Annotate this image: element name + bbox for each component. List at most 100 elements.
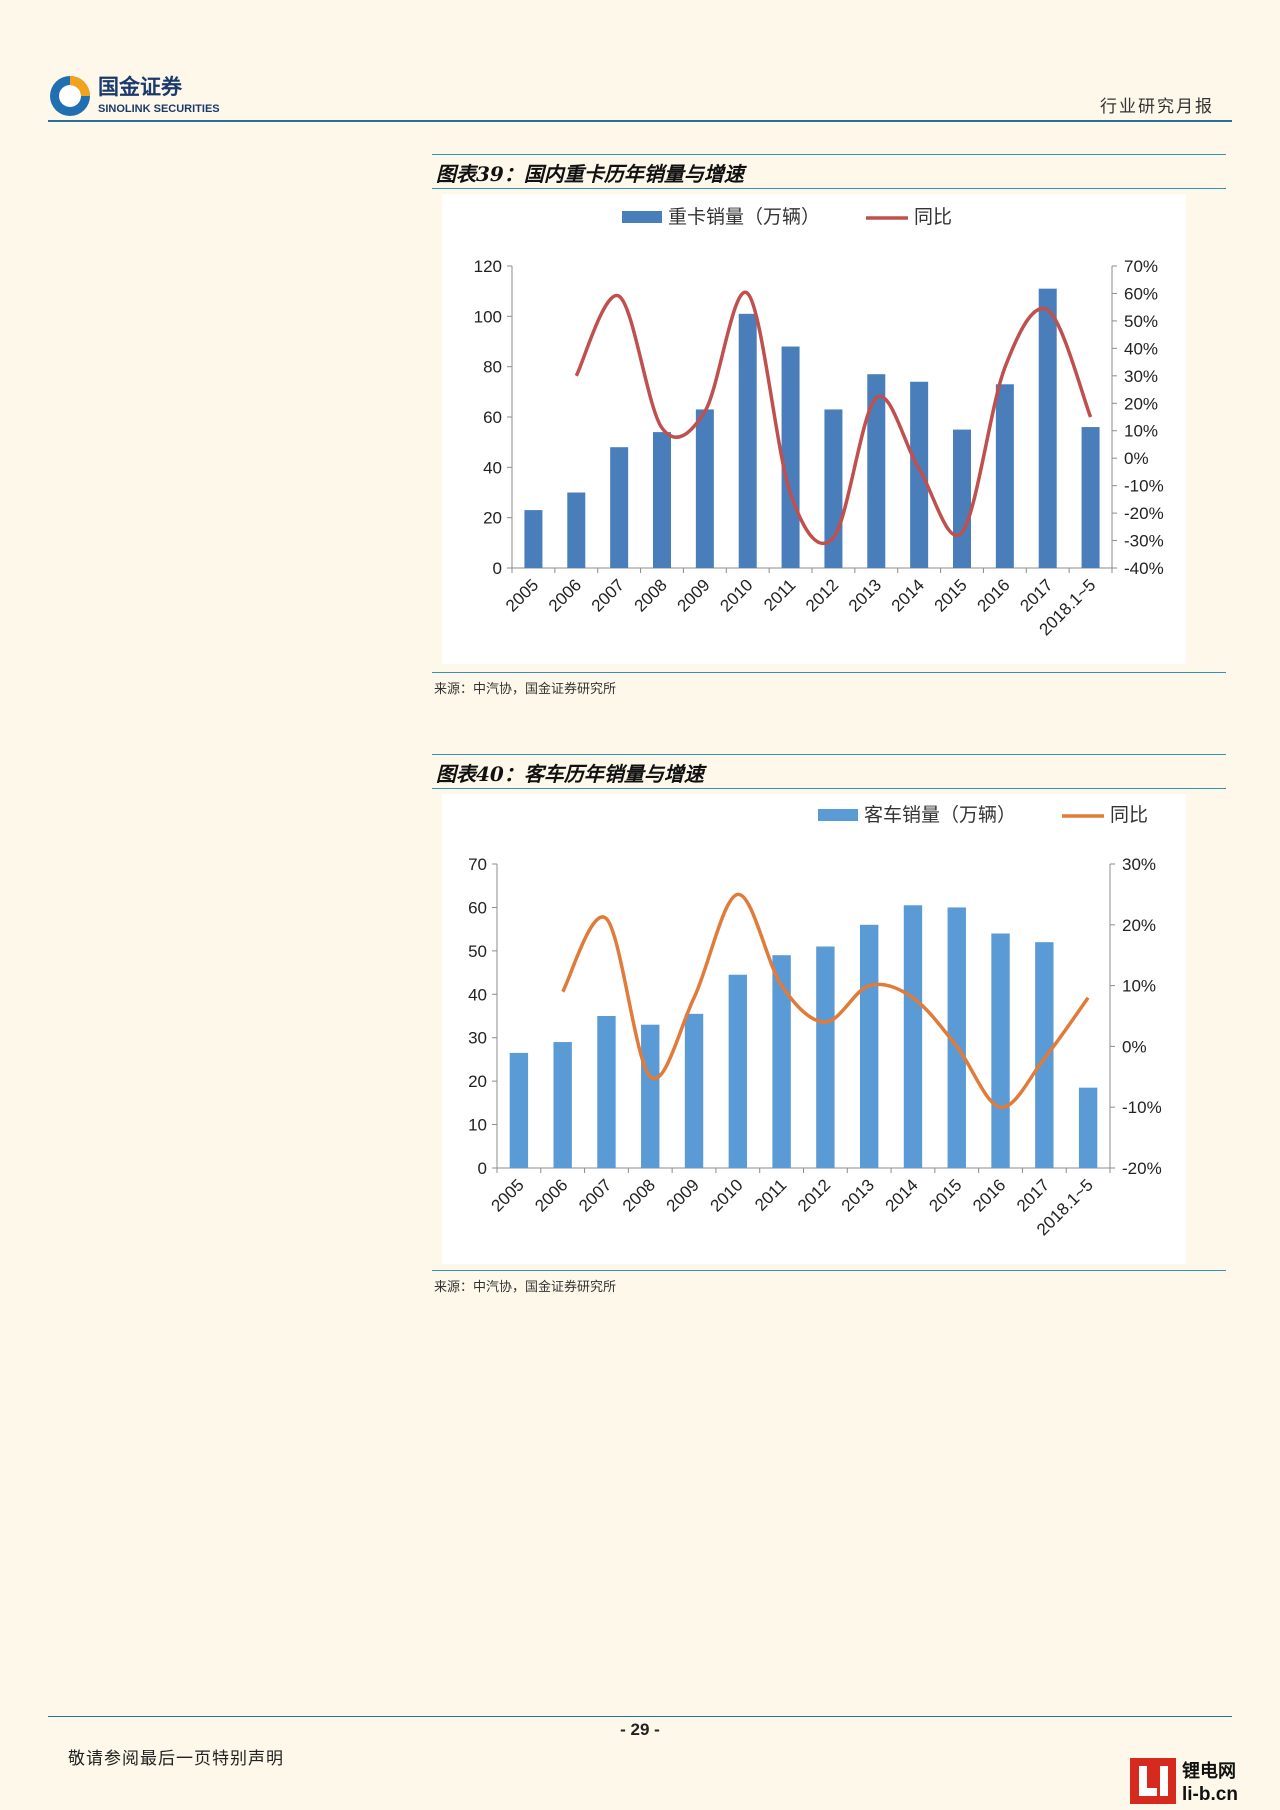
bar-2008 bbox=[641, 1024, 660, 1168]
x-axis-category-label: 2013 bbox=[838, 1175, 878, 1215]
bar-2009 bbox=[695, 409, 714, 568]
left-axis-tick-label: 50 bbox=[468, 942, 487, 961]
bar-2006 bbox=[553, 1042, 572, 1168]
right-axis-tick-label: 30% bbox=[1124, 367, 1158, 386]
x-axis-category-label: 2015 bbox=[931, 575, 971, 615]
x-axis-category-label: 2011 bbox=[751, 1175, 790, 1214]
sinolink-logo: 国金证券 SINOLINK SECURITIES bbox=[50, 75, 220, 116]
bar-2015 bbox=[947, 907, 966, 1168]
x-axis-category-label: 2008 bbox=[619, 1175, 659, 1215]
bar-2017 bbox=[1035, 942, 1054, 1168]
left-axis-tick-label: 40 bbox=[483, 458, 502, 477]
figure-39-top-rule bbox=[432, 154, 1226, 155]
bar-2015 bbox=[953, 429, 971, 568]
left-axis-tick-label: 10 bbox=[468, 1116, 487, 1135]
figure-40-bottom-rule bbox=[432, 1270, 1226, 1271]
bar-2014 bbox=[903, 905, 923, 1168]
heavy-truck-chart: 0 20 40 60 80 100 120 -40% -30% -20% -10% 0% 10% 20% 3… bbox=[474, 206, 1164, 639]
right-axis-tick-label: 20% bbox=[1122, 916, 1156, 935]
right-axis-tick-label: 50% bbox=[1124, 312, 1158, 331]
svg-text:SINOLINK SECURITIES: SINOLINK SECURITIES bbox=[98, 103, 220, 115]
bar-2011 bbox=[772, 955, 791, 1168]
bar-2009 bbox=[684, 1013, 704, 1168]
bar-2012 bbox=[816, 946, 835, 1168]
page-number: - 29 - bbox=[620, 1720, 660, 1739]
x-axis-category-label: 2014 bbox=[888, 575, 928, 615]
bar-2005 bbox=[524, 510, 543, 568]
left-axis-tick-label: 40 bbox=[468, 985, 487, 1004]
figure-40-chart-panel: 0 10 20 30 40 50 60 70 -20% -10% 0% 10% 20% 30% 2005 20… bbox=[442, 794, 1186, 1264]
figure-40-title-rule bbox=[432, 788, 1226, 789]
x-axis-category-label: 2005 bbox=[488, 1175, 528, 1215]
x-axis-category-label: 2012 bbox=[794, 1175, 834, 1215]
x-axis-category-label: 2009 bbox=[663, 1175, 703, 1215]
bar-2005 bbox=[509, 1052, 529, 1168]
right-axis-tick-label: -10% bbox=[1122, 1098, 1162, 1117]
svg-text:锂电网: 锂电网 bbox=[1182, 1760, 1236, 1782]
x-axis-category-label: 2006 bbox=[545, 575, 585, 615]
left-axis-tick-label: 60 bbox=[483, 408, 502, 427]
figure-39-source: 来源：中汽协，国金证券研究所 bbox=[434, 682, 617, 697]
x-axis-category-label: 2010 bbox=[716, 575, 756, 615]
x-axis-category-label: 2017 bbox=[1013, 1175, 1053, 1215]
right-axis-tick-label: 60% bbox=[1124, 284, 1158, 303]
bar-2011 bbox=[781, 346, 800, 568]
right-axis-tick-label: -40% bbox=[1124, 559, 1164, 578]
x-axis-category-label: 2006 bbox=[531, 1175, 571, 1215]
left-axis-tick-label: 100 bbox=[474, 307, 502, 326]
bar-2010 bbox=[728, 974, 748, 1168]
x-axis-category-label: 2015 bbox=[925, 1175, 965, 1215]
legend-line-label: 同比 bbox=[914, 206, 952, 228]
right-axis-tick-label: -20% bbox=[1124, 504, 1164, 523]
left-axis-tick-label: 20 bbox=[483, 509, 502, 528]
left-axis-tick-label: 20 bbox=[468, 1072, 487, 1091]
x-axis-category-label: 2011 bbox=[760, 575, 799, 614]
x-axis-category-label: 2014 bbox=[882, 1175, 922, 1215]
bar-2006 bbox=[567, 492, 586, 568]
yoy-growth-line bbox=[561, 892, 1090, 1109]
x-axis-category-label: 2008 bbox=[631, 575, 671, 615]
svg-text:国金证券: 国金证券 bbox=[98, 75, 183, 99]
x-axis-category-label: 2007 bbox=[588, 575, 628, 615]
bar-2016 bbox=[995, 384, 1014, 568]
legend-bar-swatch bbox=[818, 809, 858, 821]
bar-2014 bbox=[910, 381, 929, 568]
figure-39-title: 图表39：国内重卡历年销量与增速 bbox=[436, 162, 744, 186]
x-axis-category-label: 2005 bbox=[502, 575, 542, 615]
x-axis-category-label: 2009 bbox=[674, 575, 714, 615]
right-axis-tick-label: -30% bbox=[1124, 532, 1164, 551]
left-axis-tick-label: 0 bbox=[478, 1159, 487, 1178]
bar-2018.1~5 bbox=[1081, 427, 1100, 568]
bar-2013 bbox=[859, 924, 879, 1168]
svg-text:li-b.cn: li-b.cn bbox=[1182, 1784, 1238, 1805]
x-axis-category-label: 2016 bbox=[969, 1175, 1009, 1215]
x-axis-category-label: 2007 bbox=[575, 1175, 615, 1215]
disclaimer: 敬请参阅最后一页特别声明 bbox=[68, 1749, 284, 1769]
right-axis-tick-label: 10% bbox=[1122, 977, 1156, 996]
bar-2017 bbox=[1038, 288, 1057, 568]
bar-2007 bbox=[610, 447, 629, 568]
figure-39-chart-panel: 0 20 40 60 80 100 120 -40% -30% -20% -10% 0% 10% 20% 3… bbox=[442, 194, 1186, 664]
figure-40-top-rule bbox=[432, 754, 1226, 755]
figure-40-source: 来源：中汽协，国金证券研究所 bbox=[434, 1280, 617, 1295]
x-axis-category-label: 2012 bbox=[802, 575, 842, 615]
right-axis-tick-label: 10% bbox=[1124, 422, 1158, 441]
bar-2007 bbox=[597, 1016, 616, 1168]
right-axis-tick-label: 30% bbox=[1122, 855, 1156, 874]
x-axis-category-label: 2010 bbox=[706, 1175, 746, 1215]
x-axis-category-label: 2016 bbox=[974, 575, 1014, 615]
figure-39-bottom-rule bbox=[432, 672, 1226, 673]
report-type: 行业研究月报 bbox=[1100, 97, 1214, 117]
bar-2016 bbox=[991, 933, 1010, 1168]
bar-2010 bbox=[738, 313, 757, 568]
right-axis-tick-label: 40% bbox=[1124, 339, 1158, 358]
left-axis-tick-label: 80 bbox=[483, 358, 502, 377]
bar-2013 bbox=[867, 374, 886, 568]
right-axis-tick-label: 0% bbox=[1124, 449, 1149, 468]
right-axis-tick-label: 0% bbox=[1122, 1037, 1147, 1056]
x-axis-category-label: 2013 bbox=[845, 575, 885, 615]
right-axis-tick-label: 20% bbox=[1124, 394, 1158, 413]
legend-bar-label: 客车销量（万辆） bbox=[864, 804, 1016, 826]
legend-line-label: 同比 bbox=[1110, 804, 1148, 826]
